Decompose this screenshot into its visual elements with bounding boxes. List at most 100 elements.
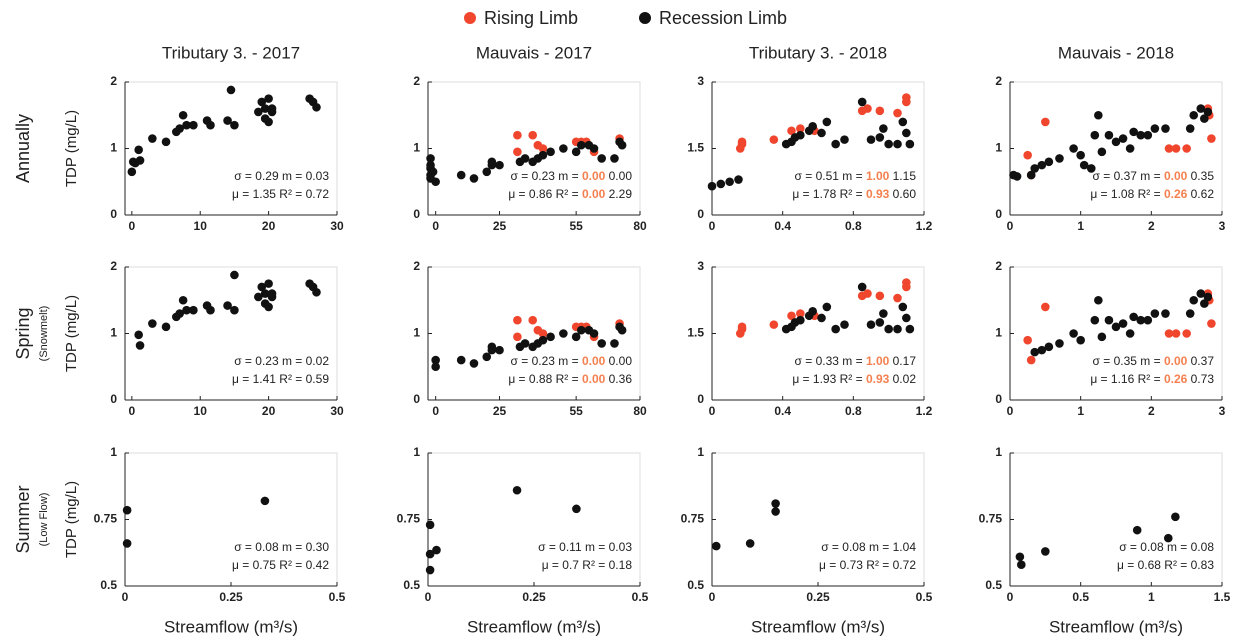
data-point bbox=[617, 325, 627, 335]
x-tick-label: 10 bbox=[194, 404, 208, 418]
data-point bbox=[1097, 332, 1107, 342]
data-point bbox=[223, 116, 232, 125]
stats-text: σ = 0.23 m = bbox=[510, 169, 581, 183]
y-tick-label: 1 bbox=[413, 326, 420, 340]
data-point bbox=[1163, 533, 1173, 543]
chart-title: Mauvais - 2018 bbox=[1058, 43, 1174, 62]
data-point bbox=[879, 309, 888, 318]
stats-text: 0.62 bbox=[1187, 187, 1214, 201]
data-point bbox=[495, 160, 504, 170]
x-tick-label: 0.5 bbox=[916, 590, 933, 604]
stats-annotation: μ = 1.35 R² = 0.72 bbox=[232, 187, 329, 201]
y-tick-label: 2 bbox=[110, 74, 117, 88]
x-tick-label: 80 bbox=[633, 404, 647, 418]
data-point bbox=[808, 307, 817, 316]
data-point bbox=[875, 291, 885, 301]
data-point bbox=[1104, 130, 1114, 140]
data-point bbox=[1041, 547, 1050, 556]
y-tick-label: 2 bbox=[995, 74, 1002, 88]
legend-label: Recession Limb bbox=[659, 8, 787, 28]
data-point bbox=[1171, 329, 1181, 338]
y-axis-label: TDP (mg/L) bbox=[63, 295, 80, 372]
data-point bbox=[426, 154, 435, 163]
y-tick-label: 0.5 bbox=[100, 578, 117, 592]
y-tick-label: 2 bbox=[995, 259, 1002, 273]
stats-text: 0.36 bbox=[605, 372, 632, 386]
stats-text: μ = 1.35 R² = 0.72 bbox=[232, 187, 329, 201]
data-point bbox=[817, 313, 826, 323]
data-point bbox=[737, 137, 747, 147]
data-point bbox=[1037, 345, 1047, 355]
x-tick-label: 0 bbox=[122, 590, 129, 604]
stats-text: 0.26 bbox=[1164, 187, 1188, 201]
data-point bbox=[431, 362, 440, 372]
stats-annotation: σ = 0.33 m = 1.00 0.17 bbox=[794, 354, 916, 368]
x-tick-label: 0 bbox=[128, 219, 135, 233]
data-point bbox=[893, 293, 902, 303]
x-tick-label: 0 bbox=[1007, 404, 1014, 418]
data-point bbox=[230, 305, 239, 315]
data-point bbox=[206, 305, 215, 315]
data-point bbox=[1037, 160, 1047, 170]
data-point bbox=[148, 319, 157, 328]
data-point bbox=[796, 315, 805, 325]
y-tick-label: 0.5 bbox=[403, 578, 420, 592]
data-point bbox=[1079, 160, 1089, 170]
y-tick-label: 2 bbox=[110, 259, 117, 273]
data-point bbox=[796, 309, 805, 318]
data-point bbox=[260, 496, 270, 506]
row-label: Summer bbox=[13, 485, 33, 553]
data-point bbox=[589, 329, 599, 338]
stats-annotation: σ = 0.37 m = 0.00 0.35 bbox=[1092, 169, 1214, 183]
data-point bbox=[1164, 144, 1174, 153]
y-tick-label: 1 bbox=[995, 326, 1002, 340]
data-point bbox=[254, 292, 263, 302]
y-tick-label: 1.5 bbox=[687, 141, 704, 155]
stats-annotation: μ = 0.75 R² = 0.42 bbox=[232, 558, 329, 572]
data-point bbox=[707, 181, 717, 191]
data-point bbox=[528, 130, 538, 140]
data-point bbox=[1200, 299, 1209, 308]
data-point bbox=[189, 305, 198, 315]
y-tick-label: 0.5 bbox=[687, 578, 704, 592]
data-point bbox=[1094, 110, 1103, 120]
y-tick-label: 0 bbox=[110, 392, 117, 406]
data-point bbox=[898, 117, 908, 127]
y-tick-label: 2 bbox=[413, 74, 420, 88]
data-point bbox=[1023, 150, 1032, 160]
data-point bbox=[206, 120, 215, 130]
data-point bbox=[135, 156, 145, 165]
x-tick-label: 10 bbox=[194, 219, 208, 233]
data-point bbox=[469, 359, 479, 368]
stats-annotation: μ = 1.78 R² = 0.93 0.60 bbox=[792, 187, 916, 201]
stats-annotation: μ = 1.08 R² = 0.26 0.62 bbox=[1090, 187, 1214, 201]
data-point bbox=[230, 120, 239, 130]
data-point bbox=[456, 355, 466, 365]
data-point bbox=[267, 104, 277, 113]
data-point bbox=[1125, 144, 1135, 153]
y-axis-label: TDP (mg/L) bbox=[63, 110, 80, 187]
x-tick-label: 1.2 bbox=[916, 219, 933, 233]
data-point bbox=[182, 305, 191, 315]
data-point bbox=[576, 325, 586, 335]
data-point bbox=[893, 139, 902, 149]
data-point bbox=[1182, 329, 1191, 338]
x-tick-label: 0.25 bbox=[522, 590, 546, 604]
data-point bbox=[432, 545, 441, 555]
data-point bbox=[1017, 560, 1026, 570]
y-tick-label: 0 bbox=[697, 207, 704, 221]
data-point bbox=[431, 355, 440, 365]
data-point bbox=[127, 167, 137, 177]
data-point bbox=[257, 97, 267, 107]
data-point bbox=[1118, 134, 1128, 143]
data-point bbox=[1041, 302, 1050, 312]
x-tick-label: 1 bbox=[1077, 404, 1084, 418]
data-point bbox=[737, 322, 747, 332]
y-tick-label: 1 bbox=[413, 141, 420, 155]
data-point bbox=[175, 124, 185, 133]
stats-annotation: σ = 0.51 m = 1.00 1.15 bbox=[794, 169, 916, 183]
x-tick-label: 20 bbox=[262, 219, 276, 233]
data-point bbox=[1026, 355, 1036, 365]
x-tick-label: 80 bbox=[633, 219, 647, 233]
x-tick-label: 0.4 bbox=[774, 404, 791, 418]
